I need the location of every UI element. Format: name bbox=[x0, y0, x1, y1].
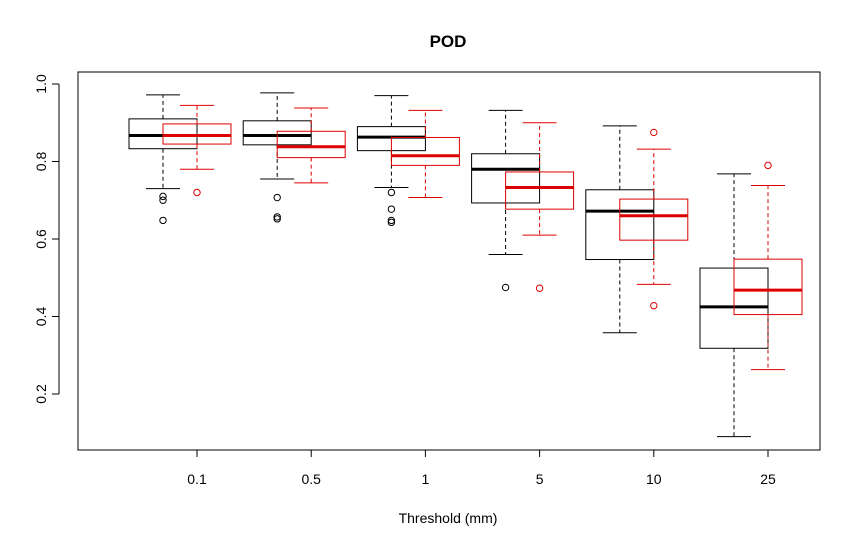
iqr-box bbox=[390, 136, 460, 166]
outlier-point bbox=[764, 161, 772, 170]
plot-frame bbox=[77, 71, 821, 451]
y-tick-label: 0.8 bbox=[33, 152, 49, 172]
y-axis: 0.2 0.4 0.6 0.8 1.0 bbox=[33, 74, 60, 404]
x-tick-label: 25 bbox=[760, 471, 776, 487]
outlier-point bbox=[387, 216, 396, 225]
iqr-box bbox=[619, 198, 689, 241]
y-tick-label: 0.6 bbox=[33, 229, 49, 249]
outlier-point bbox=[159, 192, 167, 201]
box-groups bbox=[128, 92, 803, 438]
outlier-point bbox=[159, 196, 167, 204]
outlier-point bbox=[387, 218, 396, 227]
x-tick-label: 0.1 bbox=[187, 471, 207, 487]
iqr-box bbox=[585, 189, 655, 261]
outlier-point bbox=[273, 193, 281, 202]
iqr-box bbox=[505, 171, 575, 210]
outlier-point bbox=[535, 284, 544, 292]
outlier-point bbox=[650, 128, 658, 137]
x-tick-label: 10 bbox=[646, 471, 662, 487]
x-tick-label: 5 bbox=[536, 471, 544, 487]
box-25-series-2 bbox=[733, 161, 803, 371]
outlier-point bbox=[273, 215, 281, 223]
outlier-point bbox=[273, 213, 281, 221]
box-5-series-1 bbox=[471, 109, 541, 292]
outlier-point bbox=[193, 188, 201, 197]
outlier-point bbox=[387, 205, 396, 213]
box-5-series-2 bbox=[505, 122, 575, 292]
y-tick-label: 0.2 bbox=[33, 384, 49, 404]
box-0.5-series-2 bbox=[276, 107, 346, 184]
x-tick-label: 1 bbox=[422, 471, 430, 487]
outlier-point bbox=[650, 301, 658, 310]
x-tick-label: 0.5 bbox=[301, 471, 321, 487]
y-tick-label: 1.0 bbox=[33, 74, 49, 94]
chart-title: POD bbox=[430, 32, 467, 51]
iqr-box bbox=[733, 258, 803, 316]
box-10-series-2 bbox=[619, 128, 689, 310]
box-1-series-2 bbox=[390, 109, 460, 199]
outlier-point bbox=[159, 216, 167, 225]
box-0.1-series-1 bbox=[128, 94, 198, 225]
x-axis: 0.1 0.5 1 5 10 25 bbox=[187, 449, 776, 487]
y-tick-label: 0.4 bbox=[33, 307, 49, 327]
iqr-box bbox=[162, 123, 232, 145]
box-0.1-series-2 bbox=[162, 104, 232, 197]
outlier-point bbox=[387, 188, 396, 197]
iqr-box bbox=[276, 130, 346, 159]
x-axis-label: Threshold (mm) bbox=[399, 510, 498, 526]
outlier-point bbox=[501, 283, 510, 292]
iqr-box bbox=[128, 118, 198, 150]
